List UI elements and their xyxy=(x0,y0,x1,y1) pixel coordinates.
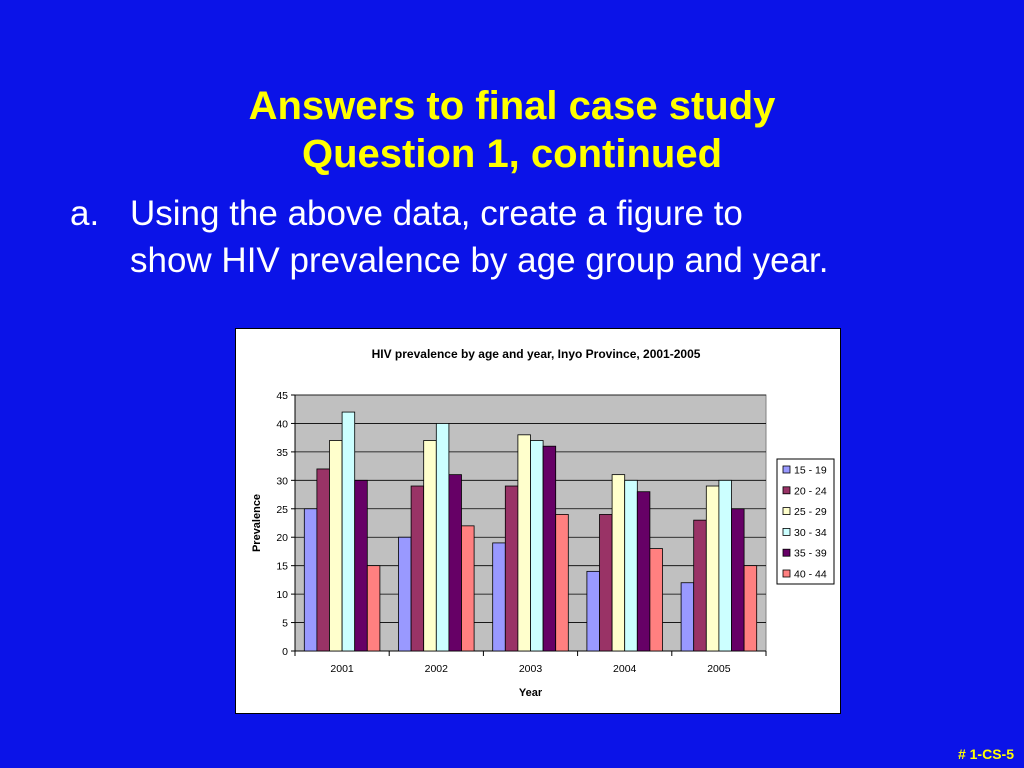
bar-2001-30-34 xyxy=(341,411,356,652)
slide-number: # 1-CS-5 xyxy=(957,746,1014,762)
x-tick-label: 2001 xyxy=(330,663,354,675)
legend-label: 25 - 29 xyxy=(794,506,827,518)
y-axis-label: Prevalence xyxy=(251,494,263,552)
bar-2003-40-44 xyxy=(555,514,569,652)
legend-swatch xyxy=(782,486,791,495)
bar-2004-20-24 xyxy=(599,514,613,652)
bar-2002-30-34 xyxy=(435,423,450,652)
bar-2005-40-44 xyxy=(743,565,758,652)
legend-label: 30 - 34 xyxy=(794,527,827,539)
bar-2005-20-24 xyxy=(693,519,707,652)
bar-2004-15-19 xyxy=(586,570,600,652)
item-text: Using the above data, create a figure to… xyxy=(130,194,829,280)
legend-label: 40 - 44 xyxy=(794,569,827,581)
x-axis-label: Year xyxy=(519,687,543,699)
legend-swatch xyxy=(782,465,791,474)
legend-swatch xyxy=(782,548,791,557)
bar-2004-35-39 xyxy=(636,491,651,652)
bar-2003-15-19 xyxy=(492,542,506,652)
y-tick-label: 45 xyxy=(276,390,288,402)
legend-swatch xyxy=(782,507,791,516)
legend-swatch xyxy=(782,569,791,578)
item-marker: a. xyxy=(70,194,100,233)
chart-title: HIV prevalence by age and year, Inyo Pro… xyxy=(372,347,701,361)
legend-label: 15 - 19 xyxy=(794,465,827,477)
bar-2005-35-39 xyxy=(731,508,745,652)
x-tick-label: 2004 xyxy=(613,663,637,675)
bar-2003-20-24 xyxy=(504,485,519,652)
bar-2003-25-29 xyxy=(517,434,531,652)
bar-chart: HIV prevalence by age and year, Inyo Pro… xyxy=(251,347,835,699)
bar-2005-30-34 xyxy=(718,479,732,652)
x-tick-label: 2002 xyxy=(425,663,449,675)
y-tick-label: 10 xyxy=(276,589,288,601)
bar-2001-15-19 xyxy=(303,508,318,652)
bar-2002-20-24 xyxy=(410,485,425,652)
bar-2004-40-44 xyxy=(649,548,663,652)
slide-title-line-1: Answers to final case study xyxy=(248,84,776,128)
legend-label: 35 - 39 xyxy=(794,548,827,560)
slide-title: Answers to final case study Question 1, … xyxy=(0,82,1024,178)
y-tick-label: 40 xyxy=(276,418,288,430)
legend-label: 20 - 24 xyxy=(794,485,827,497)
bar-2002-35-39 xyxy=(448,474,462,652)
bar-2002-15-19 xyxy=(398,536,412,652)
y-tick-label: 15 xyxy=(276,561,288,573)
bar-2004-30-34 xyxy=(624,479,638,652)
bar-2001-25-29 xyxy=(329,440,343,652)
chart-frame: HIV prevalence by age and year, Inyo Pro… xyxy=(235,328,841,714)
y-tick-label: 25 xyxy=(276,504,288,516)
bar-2003-30-34 xyxy=(530,440,544,652)
bar-2005-15-19 xyxy=(680,582,695,652)
y-tick-label: 0 xyxy=(282,646,288,658)
bar-2005-25-29 xyxy=(705,485,720,652)
y-tick-label: 5 xyxy=(282,618,288,630)
slide-title-line-2: Question 1, continued xyxy=(301,132,723,176)
x-tick-label: 2005 xyxy=(707,663,731,675)
bar-2001-40-44 xyxy=(366,565,381,652)
y-tick-label: 30 xyxy=(276,475,288,487)
bar-2001-35-39 xyxy=(354,479,368,652)
bar-2003-35-39 xyxy=(542,445,557,652)
x-tick-label: 2003 xyxy=(519,663,543,675)
y-tick-label: 35 xyxy=(276,447,288,459)
bar-2002-25-29 xyxy=(423,440,437,652)
bar-2002-40-44 xyxy=(461,525,475,652)
legend-swatch xyxy=(782,527,791,536)
bar-2004-25-29 xyxy=(611,474,626,652)
bar-2001-20-24 xyxy=(316,468,330,652)
legend xyxy=(776,458,835,585)
y-tick-label: 20 xyxy=(276,532,288,544)
